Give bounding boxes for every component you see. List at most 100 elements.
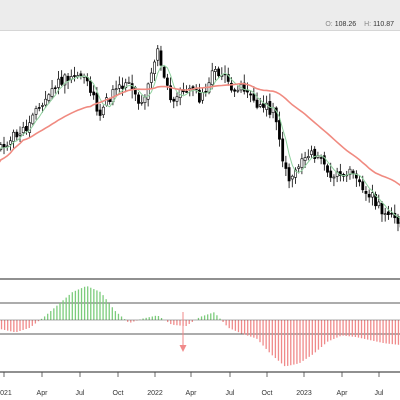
- candle-body: [380, 202, 384, 215]
- x-tick-label: Jul: [76, 390, 85, 397]
- candle-body: [21, 126, 25, 134]
- candle-body: [262, 103, 265, 108]
- candle-body: [236, 89, 240, 92]
- candle-body: [326, 165, 329, 173]
- candle-body: [383, 213, 387, 215]
- candle-body: [66, 75, 70, 82]
- x-tick-label: Apr: [37, 390, 49, 397]
- candle-body: [156, 48, 160, 61]
- candle-body: [255, 99, 259, 108]
- x-tick-label: Oct: [113, 390, 124, 397]
- candle-body: [101, 106, 105, 116]
- candle-body: [214, 69, 217, 72]
- candle-body: [249, 93, 253, 96]
- candle-body: [2, 143, 6, 148]
- candle-body: [63, 74, 67, 86]
- candle-body: [185, 91, 188, 93]
- open-label: O:: [325, 21, 333, 28]
- candle-body: [310, 150, 313, 155]
- candle-body: [319, 157, 323, 159]
- x-tick-label: 2021: [0, 390, 12, 397]
- candle-body: [114, 88, 118, 91]
- candle-body: [377, 201, 381, 207]
- candle-body: [322, 155, 326, 165]
- x-axis: 2021 Apr Jul Oct 2022 Apr Jul Oct 2023 Apr Jul: [0, 372, 384, 397]
- candle-body: [233, 89, 237, 92]
- candle-body: [175, 96, 179, 102]
- candle-body: [140, 102, 144, 104]
- candle-body: [92, 91, 96, 96]
- candle-body: [329, 170, 333, 178]
- x-tick-label: Apr: [337, 390, 349, 397]
- candle-body: [37, 107, 41, 109]
- candle-body: [265, 102, 269, 110]
- histogram-layer: [0, 286, 400, 367]
- candle-body: [0, 144, 3, 150]
- candle-body: [169, 85, 172, 101]
- candle-body: [47, 94, 51, 101]
- candle-body: [149, 72, 153, 83]
- candle-body: [374, 194, 377, 207]
- candle-body: [290, 175, 294, 180]
- candles-layer: [0, 45, 400, 232]
- candle-body: [335, 171, 339, 177]
- candle-body: [370, 192, 374, 198]
- down-arrow-marker: [179, 312, 187, 352]
- ohlc-readout: O: 108.26 H: 110.87: [319, 21, 394, 28]
- candle-body: [268, 101, 272, 115]
- x-tick-label: Apr: [186, 390, 198, 397]
- candle-body: [281, 138, 285, 162]
- candle-body: [230, 82, 233, 91]
- candle-body: [217, 68, 221, 77]
- candle-body: [252, 93, 256, 101]
- candle-body: [31, 114, 35, 125]
- candle-body: [41, 105, 44, 107]
- candle-body: [297, 166, 301, 169]
- candle-body: [25, 125, 28, 132]
- candle-body: [287, 167, 291, 182]
- candle-body: [390, 212, 393, 215]
- candle-body: [348, 168, 352, 175]
- candle-body: [146, 83, 150, 100]
- candle-body: [278, 120, 281, 140]
- x-tick-label: 2022: [147, 390, 163, 397]
- sma-fast-line: [0, 64, 400, 220]
- candle-body: [18, 133, 22, 136]
- candle-body: [57, 78, 60, 88]
- candle-body: [153, 61, 156, 74]
- high-label: H:: [364, 21, 372, 28]
- candle-body: [165, 77, 169, 86]
- candle-body: [89, 80, 92, 93]
- candle-body: [313, 148, 317, 159]
- candle-body: [28, 122, 32, 133]
- candle-body: [162, 66, 166, 78]
- candle-body: [294, 169, 297, 178]
- candle-body: [284, 162, 288, 169]
- candle-body: [95, 92, 99, 112]
- candle-body: [44, 98, 48, 106]
- candle-body: [127, 81, 131, 84]
- x-tick-label: 2023: [296, 390, 312, 397]
- high-value: 110.87: [373, 21, 394, 28]
- candle-body: [143, 96, 147, 103]
- open-value: 108.26: [334, 21, 357, 28]
- candle-body: [50, 88, 54, 97]
- candle-body: [159, 50, 163, 66]
- candle-body: [210, 70, 214, 86]
- candle-body: [137, 94, 140, 104]
- candle-body: [351, 170, 355, 174]
- candle-body: [201, 92, 205, 101]
- candle-body: [204, 91, 208, 93]
- x-tick-label: Jul: [226, 390, 235, 397]
- candle-body: [226, 74, 230, 82]
- candle-body: [60, 76, 64, 85]
- candle-body: [332, 176, 336, 179]
- candle-body: [79, 73, 83, 76]
- candle-body: [258, 104, 262, 107]
- candle-body: [274, 107, 278, 123]
- candle-body: [300, 158, 304, 168]
- candle-body: [367, 193, 371, 198]
- candle-body: [117, 84, 121, 89]
